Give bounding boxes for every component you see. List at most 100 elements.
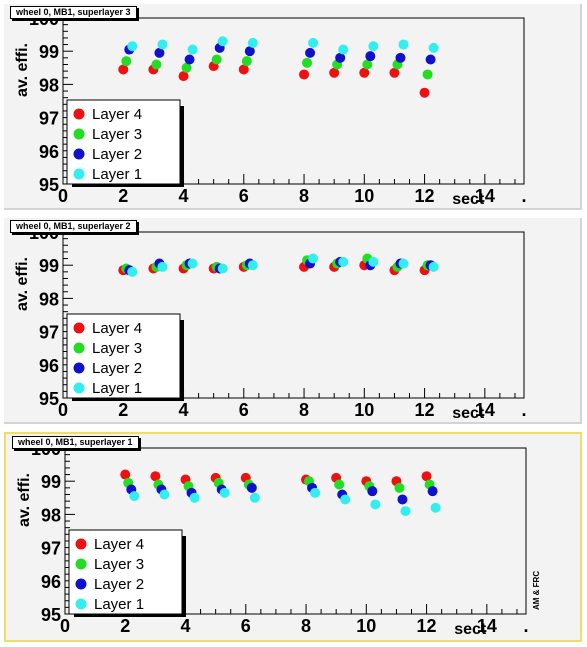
- data-point: [428, 42, 439, 53]
- y-tick-label: 97: [39, 323, 59, 343]
- legend-label: Layer 3: [94, 556, 144, 573]
- data-point: [397, 494, 408, 505]
- legend-marker-layer-2: [75, 578, 87, 590]
- data-point: [178, 71, 189, 82]
- y-tick-label: 98: [39, 289, 59, 309]
- data-point: [365, 51, 376, 62]
- data-point: [308, 37, 319, 48]
- data-point: [425, 54, 436, 65]
- legend-marker-layer-3: [73, 128, 85, 140]
- y-tick-label: 97: [41, 539, 61, 559]
- legend-marker-layer-4: [73, 322, 85, 334]
- data-point: [157, 39, 168, 50]
- data-point: [187, 44, 198, 55]
- x-tick-label: 0: [60, 616, 70, 636]
- x-tick-label: 12: [415, 400, 435, 420]
- data-point: [329, 67, 340, 78]
- x-tick-label: 8: [301, 616, 311, 636]
- data-point: [398, 39, 409, 50]
- plot-pad-superlayer-2[interactable]: 95 96 97 98 99 100 0 2 4 6 8 10 12 14. sect av. effi. La…: [4, 218, 582, 424]
- data-point: [389, 67, 400, 78]
- data-point: [394, 482, 405, 493]
- data-point: [308, 253, 319, 264]
- y-axis-title: av. effi.: [14, 43, 31, 97]
- data-point: [246, 482, 257, 493]
- data-point: [340, 494, 351, 505]
- legend-label: Layer 1: [92, 166, 142, 183]
- pad-title: wheel 0, MB1, superlayer 2: [10, 220, 137, 233]
- legend: Layer 4 Layer 3 Layer 2 Layer 1: [68, 529, 186, 617]
- x-tick-label: 0: [58, 186, 68, 206]
- series-layer-1: [129, 487, 441, 517]
- y-tick-label: 99: [41, 472, 61, 492]
- x-tick-label-extra: .: [523, 616, 528, 636]
- x-tick-label: 14: [475, 400, 495, 420]
- pad-title: wheel 0, MB1, superlayer 1: [12, 436, 139, 449]
- data-point: [338, 256, 349, 267]
- plot-pad-superlayer-1[interactable]: 95 96 97 98 99 100 0 2 4 6 8 10 12 14. sect av. effi. La…: [4, 432, 582, 642]
- data-point: [362, 59, 373, 70]
- legend-label: Layer 2: [92, 146, 142, 163]
- data-point: [430, 502, 441, 513]
- y-tick-label: 95: [39, 389, 59, 409]
- y-tick-label: 99: [39, 256, 59, 276]
- y-tick-label: 97: [39, 109, 59, 129]
- data-point: [422, 69, 433, 80]
- x-tick-label: 4: [179, 186, 189, 206]
- legend-label: Layer 4: [94, 536, 144, 553]
- x-tick-label: 8: [299, 400, 309, 420]
- data-point: [398, 258, 409, 269]
- data-point: [189, 492, 200, 503]
- data-point: [157, 261, 168, 272]
- data-point: [217, 36, 228, 47]
- x-tick-label: 6: [239, 186, 249, 206]
- data-point: [181, 62, 192, 73]
- series-layer-1: [127, 36, 439, 55]
- series-layer-4: [120, 469, 432, 487]
- legend-marker-layer-4: [73, 108, 85, 120]
- data-point: [159, 489, 170, 500]
- legend-marker-layer-2: [73, 362, 85, 374]
- x-tick-label: 10: [356, 616, 376, 636]
- x-axis-title: sect: [452, 191, 485, 208]
- y-tick-label: 96: [39, 142, 59, 162]
- legend-marker-layer-3: [75, 558, 87, 570]
- data-point: [400, 506, 411, 517]
- x-tick-label: 6: [241, 616, 251, 636]
- data-point: [428, 261, 439, 272]
- legend-marker-layer-3: [73, 342, 85, 354]
- x-tick-label: 4: [181, 616, 191, 636]
- data-point: [359, 67, 370, 78]
- y-tick-label: 99: [39, 42, 59, 62]
- data-point: [187, 258, 198, 269]
- data-point: [129, 491, 140, 502]
- plot-pad-superlayer-3[interactable]: 95 96 97 98 99 100 0 2 4 6 8 10 12 14. sect av. effi. La…: [4, 4, 582, 210]
- y-tick-label: 98: [39, 75, 59, 95]
- x-tick-label: 10: [354, 400, 374, 420]
- legend-label: Layer 4: [92, 320, 142, 337]
- y-tick-label: 96: [41, 572, 61, 592]
- credit-label: AM & FRC: [532, 570, 541, 610]
- data-point: [302, 57, 313, 68]
- y-axis-title: av. effi.: [16, 473, 33, 527]
- data-point: [244, 46, 255, 57]
- legend-label: Layer 3: [92, 340, 142, 357]
- data-point: [335, 52, 346, 63]
- data-point: [211, 54, 222, 65]
- x-tick-label: 4: [179, 400, 189, 420]
- x-tick-label-extra: .: [521, 400, 526, 420]
- x-tick-label: 10: [354, 186, 374, 206]
- x-tick-label: 14: [475, 186, 495, 206]
- y-tick-label: 98: [41, 505, 61, 525]
- data-point: [150, 471, 161, 482]
- legend-label: Layer 1: [94, 596, 144, 613]
- data-point: [118, 64, 129, 75]
- legend-marker-layer-1: [75, 598, 87, 610]
- x-tick-label-extra: .: [521, 186, 526, 206]
- data-point: [249, 492, 260, 503]
- legend-label: Layer 2: [94, 576, 144, 593]
- y-tick-label: 96: [39, 356, 59, 376]
- data-point: [247, 260, 258, 271]
